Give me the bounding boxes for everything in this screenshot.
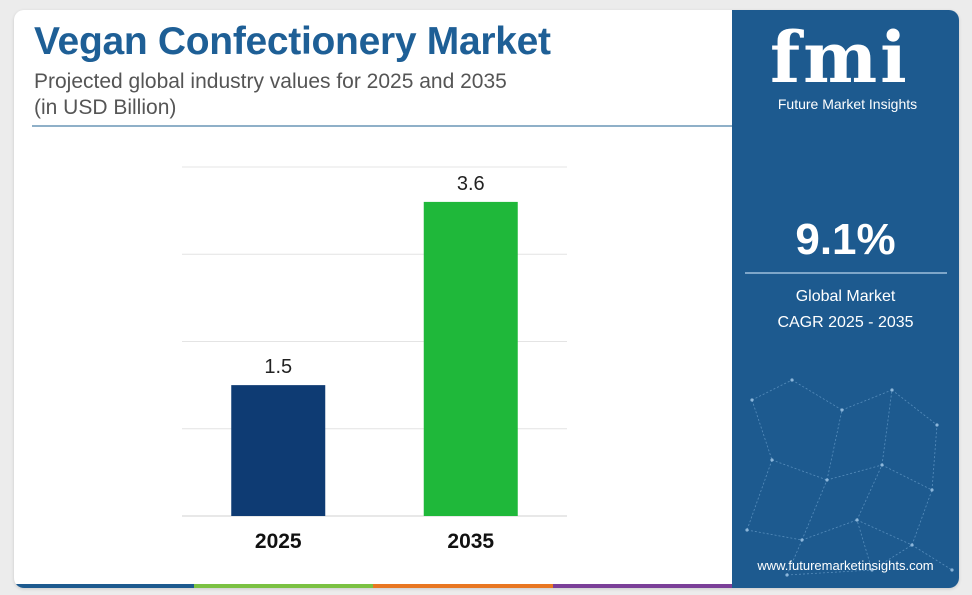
cagr-label-line1: Global Market [795,288,896,305]
network-node [935,423,939,427]
network-link [801,519,858,541]
network-link [891,389,938,426]
network-link [751,399,773,461]
cagr-value: 9.1% [795,215,896,264]
data-label-2035: 3.6 [457,173,485,195]
bar-2025 [231,385,326,516]
network-link [746,529,803,541]
network-link [746,459,773,531]
cagr-label-line2: CAGR 2025 - 2035 [777,314,914,331]
network-node [745,528,749,532]
x-tick-label-2035: 2035 [447,530,494,553]
network-link [856,464,883,521]
bottom-bar-segment [193,584,373,588]
bar-chart: 1.5 2025 3.6 2035 [182,166,567,553]
network-node [790,378,794,382]
x-tick-label-2025: 2025 [255,530,302,553]
network-node [770,458,774,462]
side-panel: fmi Future Market Insights 9.1% Global M… [732,10,959,588]
title-divider [32,125,732,127]
network-link [856,519,873,571]
fmi-logo: fmi [770,16,910,99]
network-link [751,379,793,401]
network-node [825,478,829,482]
bottom-bar-segment [14,584,194,588]
network-node [890,388,894,392]
network-link [931,424,938,491]
network-pattern-decoration [745,378,954,577]
infographic-card: Vegan Confectionery Market Projected glo… [14,10,959,588]
network-node [750,398,754,402]
network-link [881,464,933,491]
network-link [791,379,843,411]
chart-subtitle: Projected global industry values for 202… [34,70,507,93]
bar-2035 [423,201,518,516]
website-link[interactable]: www.futuremarketinsights.com [757,558,934,573]
network-link [841,389,893,411]
bottom-bar-segment [373,584,553,588]
bottom-bar-segment [552,584,732,588]
network-link [856,519,913,546]
cagr-divider [745,272,947,274]
data-label-2025: 1.5 [264,356,292,378]
chart-unit-subtitle: (in USD Billion) [34,96,177,119]
chart-title: Vegan Confectionery Market [34,20,551,63]
network-node [800,538,804,542]
network-node [880,463,884,467]
network-node [855,518,859,522]
network-node [950,568,954,572]
network-link [881,389,893,466]
network-node [870,568,874,572]
network-node [930,488,934,492]
bottom-color-bar [14,584,732,588]
logo-text: Future Market Insights [777,96,918,112]
network-node [840,408,844,412]
network-link [801,479,828,541]
network-link [911,489,933,546]
network-link [826,409,843,481]
network-node [910,543,914,547]
network-node [785,573,789,577]
network-link [771,459,828,481]
network-link [826,464,883,481]
